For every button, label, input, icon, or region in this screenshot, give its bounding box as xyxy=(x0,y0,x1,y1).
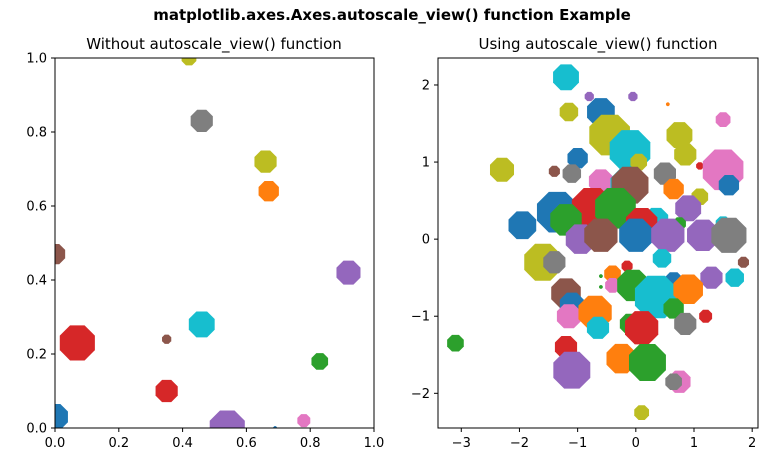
scatter-point xyxy=(599,285,603,289)
left-axes-frame xyxy=(54,57,375,429)
scatter-point xyxy=(595,187,636,229)
scatter-point xyxy=(665,102,670,107)
scatter-point xyxy=(625,311,659,345)
scatter-point xyxy=(543,251,566,274)
right-axes: Using autoscale_view() function −3 −2 −1 0 1… xyxy=(411,35,759,451)
scatter-point xyxy=(605,278,620,293)
scatter-point xyxy=(619,218,653,252)
x-tick-label: 2 xyxy=(748,436,756,451)
scatter-point xyxy=(584,218,618,252)
right-axes-title: Using autoscale_view() function xyxy=(479,35,718,54)
y-tick-label: −2 xyxy=(411,387,430,402)
scatter-point xyxy=(630,153,648,171)
scatter-point xyxy=(737,256,749,268)
scatter-point xyxy=(190,109,213,132)
left-y-ticks: 0.0 0.2 0.4 0.6 0.8 1.0 xyxy=(26,52,55,437)
scatter-point xyxy=(258,181,279,202)
scatter-point xyxy=(606,343,637,374)
scatter-point xyxy=(674,143,697,166)
x-tick-label: 0.8 xyxy=(300,436,321,451)
scatter-point xyxy=(652,249,672,268)
scatter-point xyxy=(711,217,747,253)
scatter-point xyxy=(718,175,740,196)
y-tick-label: 0.2 xyxy=(26,348,47,363)
x-tick-label: 1.0 xyxy=(364,436,385,451)
scatter-point xyxy=(628,344,666,381)
y-tick-label: −1 xyxy=(411,310,430,325)
left-points xyxy=(55,58,361,428)
scatter-point xyxy=(556,304,581,329)
scatter-point xyxy=(665,373,682,391)
scatter-point xyxy=(567,148,588,169)
y-tick-label: 0.6 xyxy=(26,200,47,215)
right-x-ticks: −3 −2 −1 0 1 2 xyxy=(452,428,756,451)
y-tick-label: 0.4 xyxy=(26,274,47,289)
y-tick-label: 1 xyxy=(422,156,430,171)
x-tick-label: 0 xyxy=(632,436,640,451)
scatter-point xyxy=(447,334,464,352)
scatter-point xyxy=(59,325,95,361)
scatter-point xyxy=(588,169,613,194)
scatter-point xyxy=(604,265,621,283)
y-tick-label: 0.8 xyxy=(26,126,47,141)
scatter-point xyxy=(297,414,311,428)
x-tick-label: 0.0 xyxy=(45,436,66,451)
scatter-point xyxy=(553,351,591,389)
x-tick-label: 0.6 xyxy=(236,436,257,451)
scatter-point xyxy=(188,311,215,338)
scatter-point xyxy=(209,410,245,428)
y-tick-label: 2 xyxy=(422,78,430,93)
scatter-point xyxy=(673,274,703,305)
scatter-point xyxy=(489,157,515,182)
scatter-point xyxy=(628,91,638,102)
right-y-ticks: −2 −1 0 1 2 xyxy=(411,78,438,402)
scatter-point xyxy=(559,102,579,122)
scatter-point xyxy=(699,309,713,323)
left-x-ticks: 0.0 0.2 0.4 0.6 0.8 1.0 xyxy=(45,428,385,451)
scatter-point xyxy=(254,150,277,173)
scatter-point xyxy=(55,243,66,265)
scatter-point xyxy=(675,195,702,222)
scatter-point xyxy=(584,91,594,102)
left-axes: Without autoscale_view() function 0.0 0.2… xyxy=(26,35,384,451)
scatter-point xyxy=(696,162,704,170)
x-tick-label: −3 xyxy=(452,436,471,451)
scatter-point xyxy=(55,403,68,428)
scatter-point xyxy=(621,260,633,272)
y-tick-label: 1.0 xyxy=(26,52,47,67)
scatter-point xyxy=(725,268,744,287)
x-tick-label: 0.4 xyxy=(172,436,193,451)
scatter-point xyxy=(715,112,731,128)
right-axes-frame xyxy=(437,57,759,429)
scatter-point xyxy=(508,211,537,240)
scatter-point xyxy=(548,165,560,177)
scatter-point xyxy=(599,274,603,278)
x-tick-label: −2 xyxy=(510,436,529,451)
scatter-point xyxy=(155,379,178,403)
scatter-point xyxy=(181,58,197,66)
scatter-point xyxy=(634,405,650,420)
left-axes-title: Without autoscale_view() function xyxy=(86,35,342,54)
scatter-point xyxy=(666,122,693,149)
scatter-point xyxy=(674,312,697,336)
scatter-point xyxy=(663,298,684,319)
scatter-point xyxy=(700,266,723,289)
right-points xyxy=(447,64,749,420)
figure-title: matplotlib.axes.Axes.autoscale_view() fu… xyxy=(153,6,631,24)
x-tick-label: 0.2 xyxy=(108,436,129,451)
y-tick-label: 0.0 xyxy=(26,422,47,437)
y-tick-label: 0 xyxy=(422,233,430,248)
scatter-point xyxy=(663,178,684,200)
scatter-point xyxy=(162,334,172,344)
scatter-point xyxy=(336,260,361,285)
scatter-point xyxy=(553,64,579,91)
scatter-point xyxy=(687,219,719,251)
x-tick-label: −1 xyxy=(568,436,587,451)
x-tick-label: 1 xyxy=(690,436,698,451)
scatter-point xyxy=(562,164,582,183)
scatter-point xyxy=(651,218,685,252)
scatter-point xyxy=(586,316,610,339)
scatter-point xyxy=(311,353,329,370)
